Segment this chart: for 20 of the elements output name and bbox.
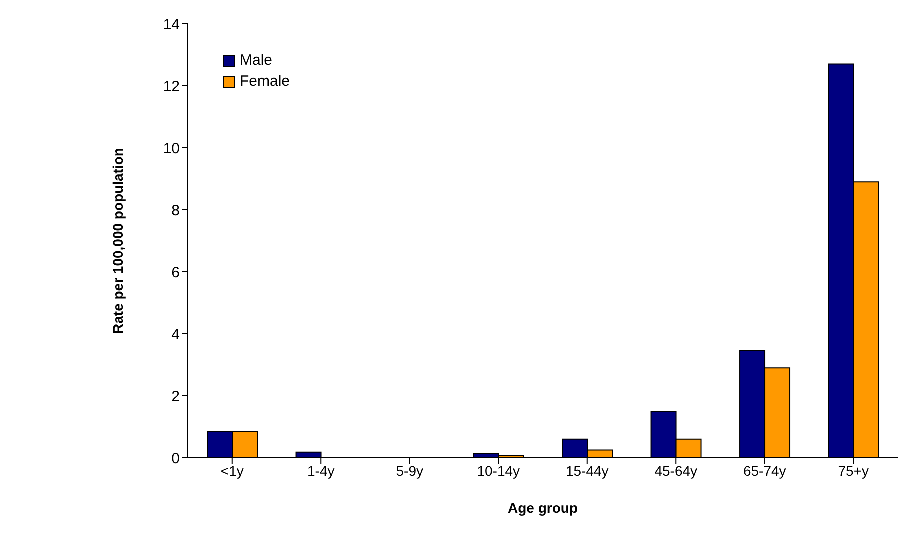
y-tick-label: 14	[163, 16, 180, 34]
x-tick-label: 10-14y	[477, 462, 520, 479]
legend-label: Female	[240, 73, 290, 90]
legend-label: Male	[240, 52, 273, 69]
x-tick-label: <1y	[220, 462, 244, 479]
x-tick-label: 65-74y	[743, 462, 786, 479]
x-tick-label: 75+y	[838, 462, 869, 479]
x-tick-label: 1-4y	[308, 462, 335, 479]
y-axis-title: Rate per 100,000 population	[110, 148, 126, 334]
x-tick-label: 15-44y	[566, 462, 609, 479]
y-tick-label: 2	[172, 388, 180, 406]
x-tick-label: 5-9y	[396, 462, 424, 479]
y-tick-label: 8	[172, 202, 180, 220]
y-tick-label: 12	[163, 78, 180, 96]
x-tick-label: 45-64y	[654, 462, 698, 479]
y-tick-label: 6	[172, 264, 180, 282]
x-axis-title: Age group	[508, 500, 578, 516]
y-tick-label: 0	[172, 450, 180, 468]
y-tick-label: 4	[172, 326, 180, 344]
y-tick-label: 10	[163, 140, 180, 158]
